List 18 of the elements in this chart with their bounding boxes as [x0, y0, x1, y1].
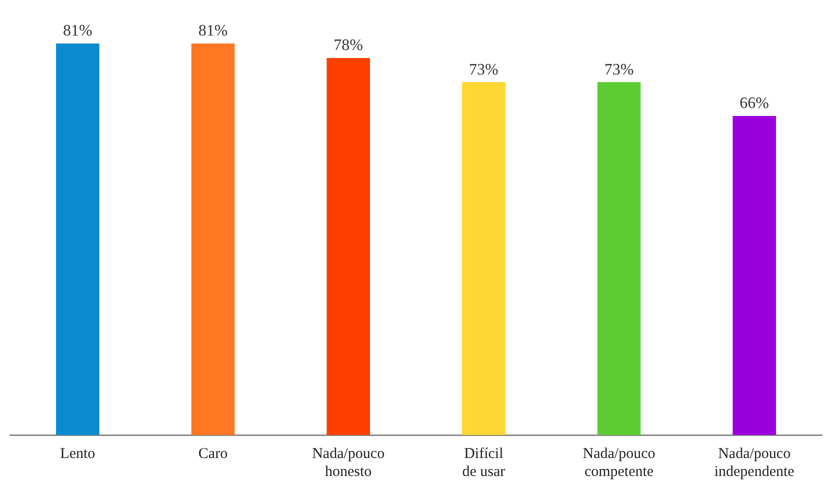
bar: [732, 116, 776, 435]
bar: [191, 44, 235, 435]
data-label: 73%: [604, 61, 634, 78]
data-label: 66%: [740, 95, 769, 112]
x-tick-label: Lento: [60, 446, 96, 462]
bar: [462, 82, 506, 435]
x-tick-label: Nada/pouco independente: [714, 446, 795, 480]
x-tick-label: Difícil de usar: [462, 446, 506, 480]
bar: [56, 44, 100, 435]
bar: [326, 58, 370, 435]
data-label: 81%: [198, 22, 228, 40]
x-tick-label: Nada/pouco competente: [582, 446, 656, 480]
data-label: 73%: [469, 61, 498, 78]
data-label: 81%: [63, 22, 92, 40]
data-label: 78%: [334, 37, 363, 54]
x-tick-label: Caro: [198, 446, 228, 462]
bar: [597, 82, 641, 435]
x-tick-label: Nada/pouco honesto: [312, 446, 385, 480]
